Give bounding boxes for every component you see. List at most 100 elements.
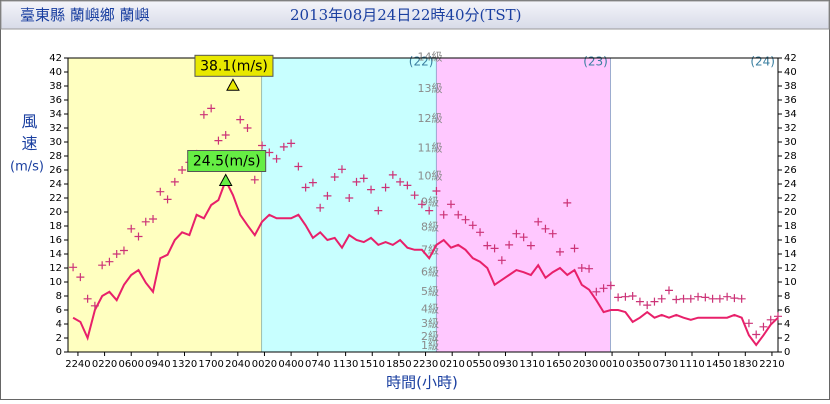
x-tick-label: 1850	[386, 359, 411, 370]
y2-tick-label: 32	[784, 123, 797, 134]
gust-marker	[534, 217, 543, 226]
gust-marker	[759, 322, 768, 331]
gust-marker	[606, 281, 615, 290]
x-tick-label: 0210	[439, 359, 464, 370]
gust-marker	[90, 301, 99, 310]
y2-tick-label: 6	[784, 305, 790, 316]
gust-marker	[112, 250, 121, 258]
gust-marker	[454, 210, 463, 219]
gust-marker	[141, 217, 150, 226]
y-tick-label: 4	[56, 319, 62, 330]
y2-tick-label: 26	[784, 165, 797, 176]
gust-marker	[367, 185, 376, 194]
x-tick-label: 0350	[626, 359, 651, 370]
gust-marker	[265, 148, 274, 157]
beaufort-label: 10級	[418, 170, 443, 183]
gust-marker	[250, 175, 259, 184]
gust-marker	[570, 244, 579, 253]
beaufort-label: 12級	[418, 112, 443, 125]
day-band	[262, 58, 437, 352]
gust-marker	[425, 206, 434, 215]
gust-marker	[83, 294, 92, 303]
y2-tick-label: 10	[784, 277, 797, 288]
x-tick-label: 1450	[706, 359, 731, 370]
x-tick-label: 2230	[413, 359, 438, 370]
gust-marker	[272, 154, 281, 163]
y2-tick-label: 16	[784, 235, 797, 246]
gust-marker	[301, 183, 310, 192]
gust-marker	[396, 177, 405, 186]
y2-tick-label: 0	[784, 347, 790, 358]
gust-marker	[468, 221, 477, 230]
day-band	[436, 58, 611, 352]
day-label: (23)	[583, 55, 608, 69]
gust-marker	[744, 319, 753, 328]
x-tick-label: 0220	[92, 359, 117, 370]
x-tick-label: 1110	[679, 359, 704, 370]
gust-marker	[337, 165, 346, 174]
gust-marker	[330, 173, 339, 181]
x-tick-label: 0930	[493, 359, 518, 370]
gust-marker	[345, 194, 354, 202]
gust-marker	[512, 229, 521, 238]
gust-marker	[149, 215, 158, 223]
x-tick-label: 0400	[278, 359, 303, 370]
y-tick-label: 42	[49, 53, 62, 64]
gust-marker	[199, 110, 208, 119]
gust-marker	[497, 256, 506, 265]
gust-marker	[236, 115, 245, 124]
gust-marker	[69, 263, 78, 272]
gust-marker	[76, 273, 85, 282]
y-tick-label: 36	[49, 95, 62, 106]
y-tick-label: 24	[49, 179, 62, 190]
y2-tick-label: 14	[784, 249, 797, 260]
gust-marker	[439, 210, 448, 219]
gust-marker	[730, 294, 739, 303]
x-tick-label: 1310	[519, 359, 544, 370]
day-band	[68, 58, 263, 352]
gust-marker	[483, 241, 492, 250]
x-tick-label: 1510	[360, 359, 385, 370]
x-tick-label: 2210	[759, 359, 784, 370]
gust-marker	[694, 292, 703, 301]
y2-tick-label: 2	[784, 333, 790, 344]
gust-marker	[563, 198, 572, 207]
gust-marker	[541, 224, 550, 233]
x-tick-label: 1130	[333, 359, 358, 370]
x-tick-label: 0020	[252, 359, 277, 370]
gust-marker	[287, 139, 296, 148]
x-tick-label: 2030	[573, 359, 598, 370]
y-tick-label: 8	[56, 291, 62, 302]
gust-marker	[548, 229, 557, 238]
y2-tick-label: 22	[784, 193, 797, 204]
beaufort-label: 2級	[421, 330, 439, 343]
gust-marker	[352, 177, 361, 186]
y-tick-label: 6	[56, 305, 62, 316]
annotation-box	[194, 54, 274, 77]
y2-tick-label: 20	[784, 207, 797, 218]
gust-marker	[585, 264, 594, 273]
gust-marker	[432, 187, 441, 195]
y2-tick-label: 8	[784, 291, 790, 302]
gust-marker	[708, 294, 717, 303]
y-tick-label: 38	[49, 81, 62, 92]
gust-marker	[410, 191, 419, 200]
beaufort-label: 6級	[421, 265, 439, 278]
gust-marker	[621, 292, 630, 301]
gust-marker	[519, 233, 528, 242]
header-bar	[0, 0, 830, 30]
annotation-text: 38.1(m/s)	[200, 58, 268, 74]
beaufort-label: 3級	[421, 317, 439, 330]
y-tick-label: 22	[49, 193, 62, 204]
gust-marker	[614, 293, 623, 302]
gust-marker	[686, 294, 695, 303]
gust-marker	[308, 178, 317, 187]
gust-marker	[294, 162, 303, 171]
annotation-text: 24.5(m/s)	[193, 154, 261, 170]
beaufort-label: 14級	[418, 51, 443, 64]
gust-marker	[643, 301, 652, 310]
y-tick-label: 32	[49, 123, 62, 134]
x-tick-label: 0550	[466, 359, 491, 370]
gust-marker	[679, 294, 688, 303]
gust-marker	[490, 244, 499, 253]
